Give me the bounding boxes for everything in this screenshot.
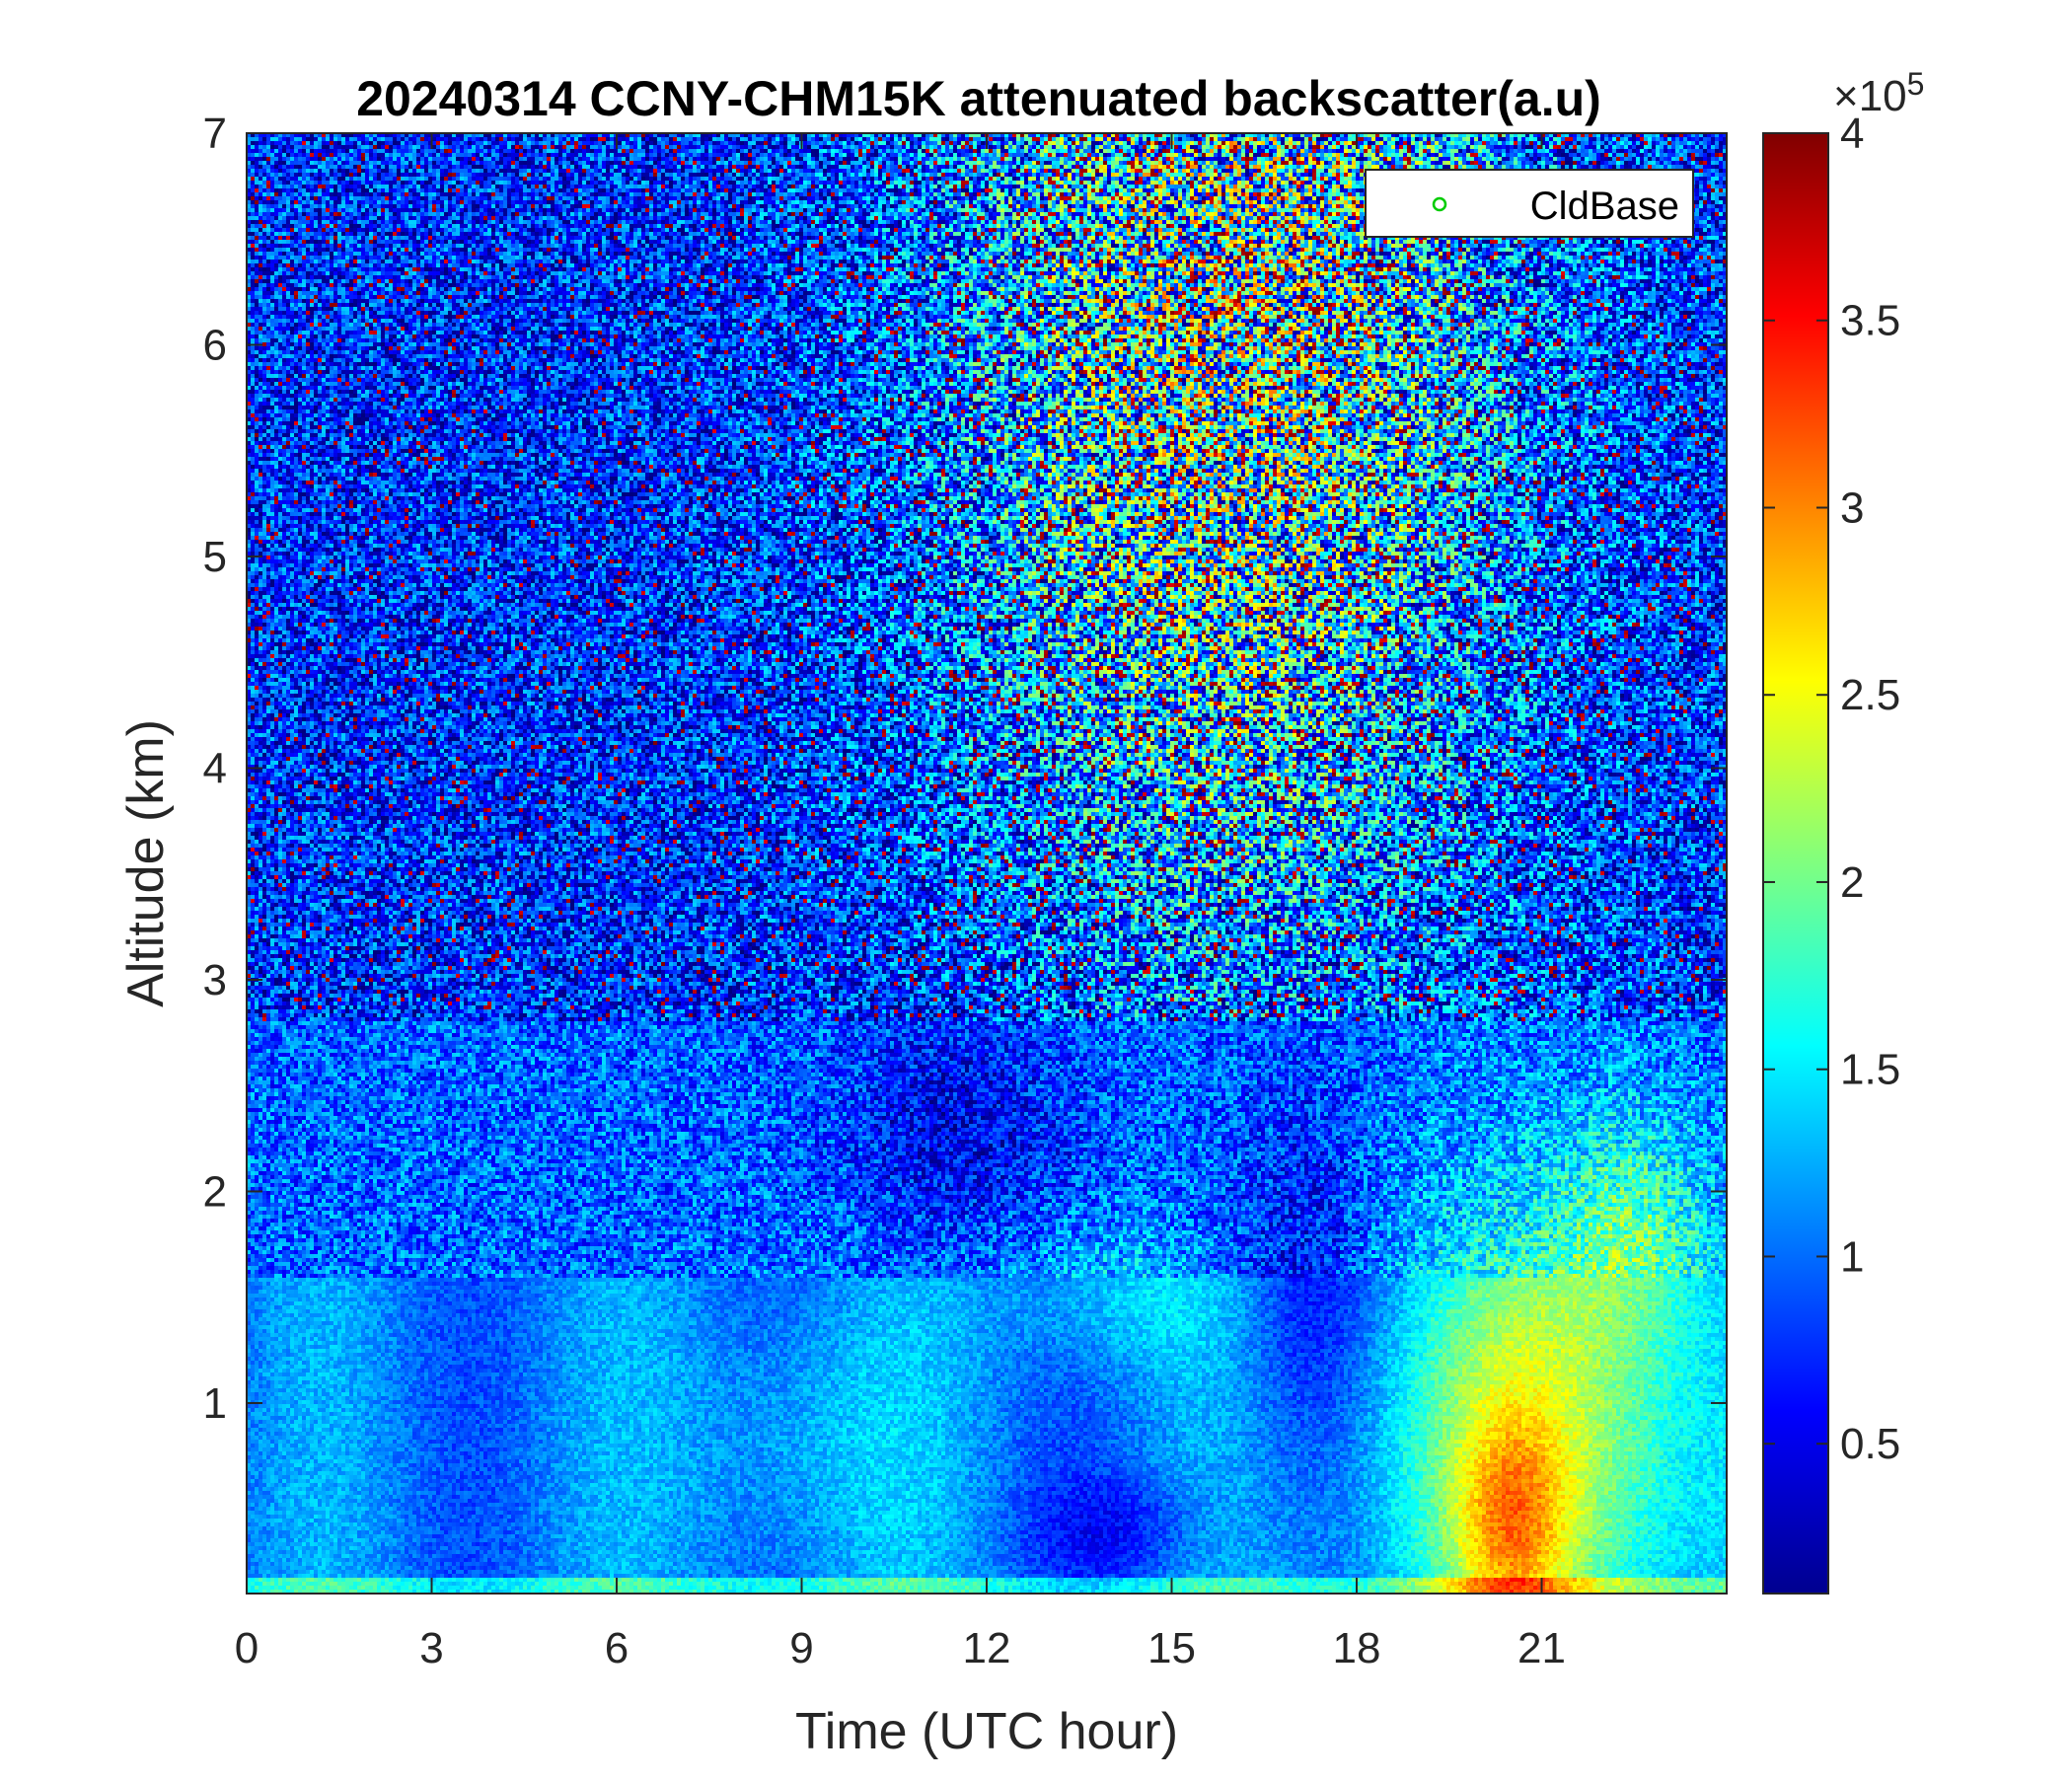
x-tick-label: 18 <box>1333 1624 1381 1672</box>
y-tick-label: 5 <box>203 533 227 581</box>
colorbar-tick-label: 3 <box>1840 483 1864 532</box>
x-tick-label: 12 <box>963 1624 1011 1672</box>
y-axis-label: Altitude (km) <box>117 719 175 1007</box>
chart-title: 20240314 CCNY-CHM15K attenuated backscat… <box>356 71 1601 126</box>
colorbar-scale-base: ×10 <box>1833 72 1907 120</box>
x-tick-label: 21 <box>1517 1624 1566 1672</box>
y-tick-label: 3 <box>203 956 227 1004</box>
colorbar-tick-label: 1.5 <box>1840 1046 1900 1094</box>
colorbar-tick-label: 0.5 <box>1840 1420 1900 1468</box>
colorbar-scale-factor: ×105 <box>1833 66 1924 120</box>
legend-label-cldbase: CldBase <box>1530 185 1679 228</box>
colorbar: 0.5 1 1.5 2 2.5 3 3.5 4 ×105 <box>1762 66 1924 1595</box>
colorbar-tick-label: 2 <box>1840 858 1864 907</box>
x-tick-label: 6 <box>605 1624 629 1672</box>
y-tick-label: 7 <box>203 110 227 158</box>
x-tick-label: 3 <box>419 1624 443 1672</box>
x-axis-label: Time (UTC hour) <box>795 1703 1178 1760</box>
colorbar-tick-label: 3.5 <box>1840 297 1900 345</box>
y-tick-label: 1 <box>203 1379 227 1428</box>
colorbar-gradient <box>1762 132 1829 1595</box>
colorbar-scale-exponent: 5 <box>1907 66 1925 102</box>
x-axis: 0 3 6 9 12 15 18 21 <box>235 133 1566 1672</box>
y-tick-label: 6 <box>203 321 227 369</box>
y-axis: 1 2 3 4 5 6 7 <box>203 110 1727 1428</box>
plot-area <box>246 132 1728 1595</box>
colorbar-tick-label: 1 <box>1840 1232 1864 1281</box>
legend: CldBase <box>1365 169 1694 238</box>
legend-marker-cldbase <box>1432 196 1447 212</box>
x-tick-label: 15 <box>1147 1624 1196 1672</box>
legend-box <box>1365 169 1694 238</box>
x-tick-label: 0 <box>235 1624 259 1672</box>
colorbar-tick-label: 4 <box>1840 110 1864 158</box>
y-tick-label: 4 <box>203 744 227 792</box>
x-tick-label: 9 <box>789 1624 813 1672</box>
heatmap-image-wrapper <box>247 133 1727 1594</box>
colorbar-ticks: 0.5 1 1.5 2 2.5 3 3.5 4 <box>1763 110 1900 1468</box>
colorbar-tick-label: 2.5 <box>1840 671 1900 719</box>
y-tick-label: 2 <box>203 1167 227 1216</box>
heatmap-image <box>247 133 1727 1594</box>
